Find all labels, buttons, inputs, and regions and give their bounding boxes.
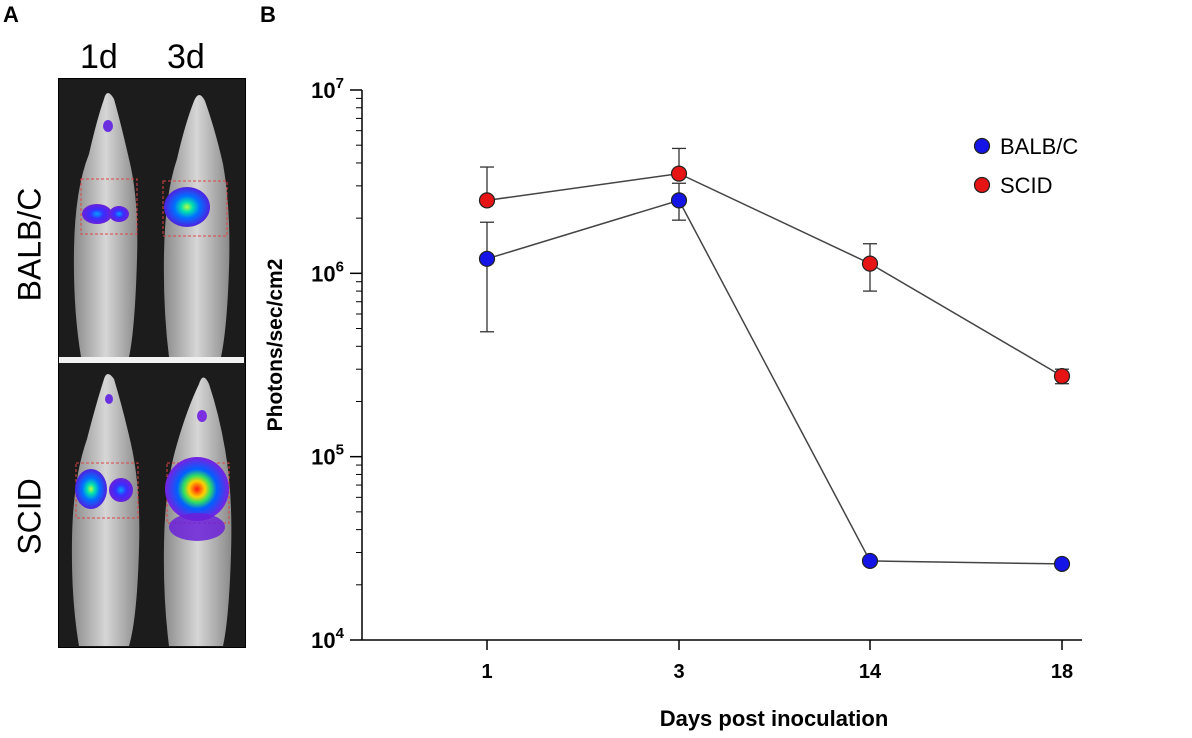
column-label-1d: 1d [80, 38, 118, 76]
luminescence-chart: 104 105 106 107 1 3 14 18 Photons/sec/cm2 Days… [264, 75, 1082, 731]
y-axis-label: Photons/sec/cm2 [264, 259, 287, 432]
column-label-3d: 3d [167, 38, 205, 76]
y-tick-label: 105 [311, 442, 344, 470]
series-layer [478, 147, 1071, 573]
x-ticks: 1 3 14 18 [481, 640, 1073, 683]
bioluminescence-image-panel [58, 78, 246, 648]
x-tick-label: 14 [859, 661, 882, 683]
x-axis-label: Days post inoculation [660, 706, 889, 731]
mouse-balbc-3d [162, 95, 230, 357]
data-point [670, 165, 688, 182]
y-tick-label: 106 [311, 258, 344, 286]
x-tick-label: 1 [481, 661, 492, 683]
series-line [486, 172, 1063, 377]
panel-b-letter: B [260, 2, 276, 27]
mouse-imaging-svg [59, 93, 244, 646]
y-tick-label: 107 [311, 75, 344, 103]
series-scid [478, 147, 1071, 385]
chart-axes [361, 90, 1082, 641]
data-point [861, 255, 879, 272]
data-point [1053, 555, 1071, 573]
mouse-scid-1d [71, 374, 140, 646]
mouse-scid-3d [163, 377, 232, 646]
data-point [670, 192, 688, 209]
data-point [1053, 368, 1071, 385]
legend-label: SCID [1000, 173, 1053, 198]
row-label-balbc: BALB/C [11, 187, 48, 302]
legend: BALB/C SCID [973, 134, 1078, 198]
x-tick-label: 3 [673, 661, 684, 683]
y-ticks: 104 105 106 107 [311, 75, 362, 653]
data-point [861, 552, 879, 570]
y-tick-label: 104 [311, 625, 344, 653]
row-label-scid: SCID [11, 478, 48, 555]
x-tick-label: 18 [1051, 661, 1073, 683]
data-point [478, 250, 496, 267]
series-balb-c [478, 182, 1071, 573]
mouse-balbc-1d [73, 93, 138, 357]
data-point [478, 192, 496, 209]
legend-label: BALB/C [1000, 134, 1078, 159]
series-line [486, 199, 1063, 565]
panel-a-letter: A [3, 2, 19, 27]
legend-marker [973, 176, 991, 194]
legend-marker [973, 137, 991, 155]
